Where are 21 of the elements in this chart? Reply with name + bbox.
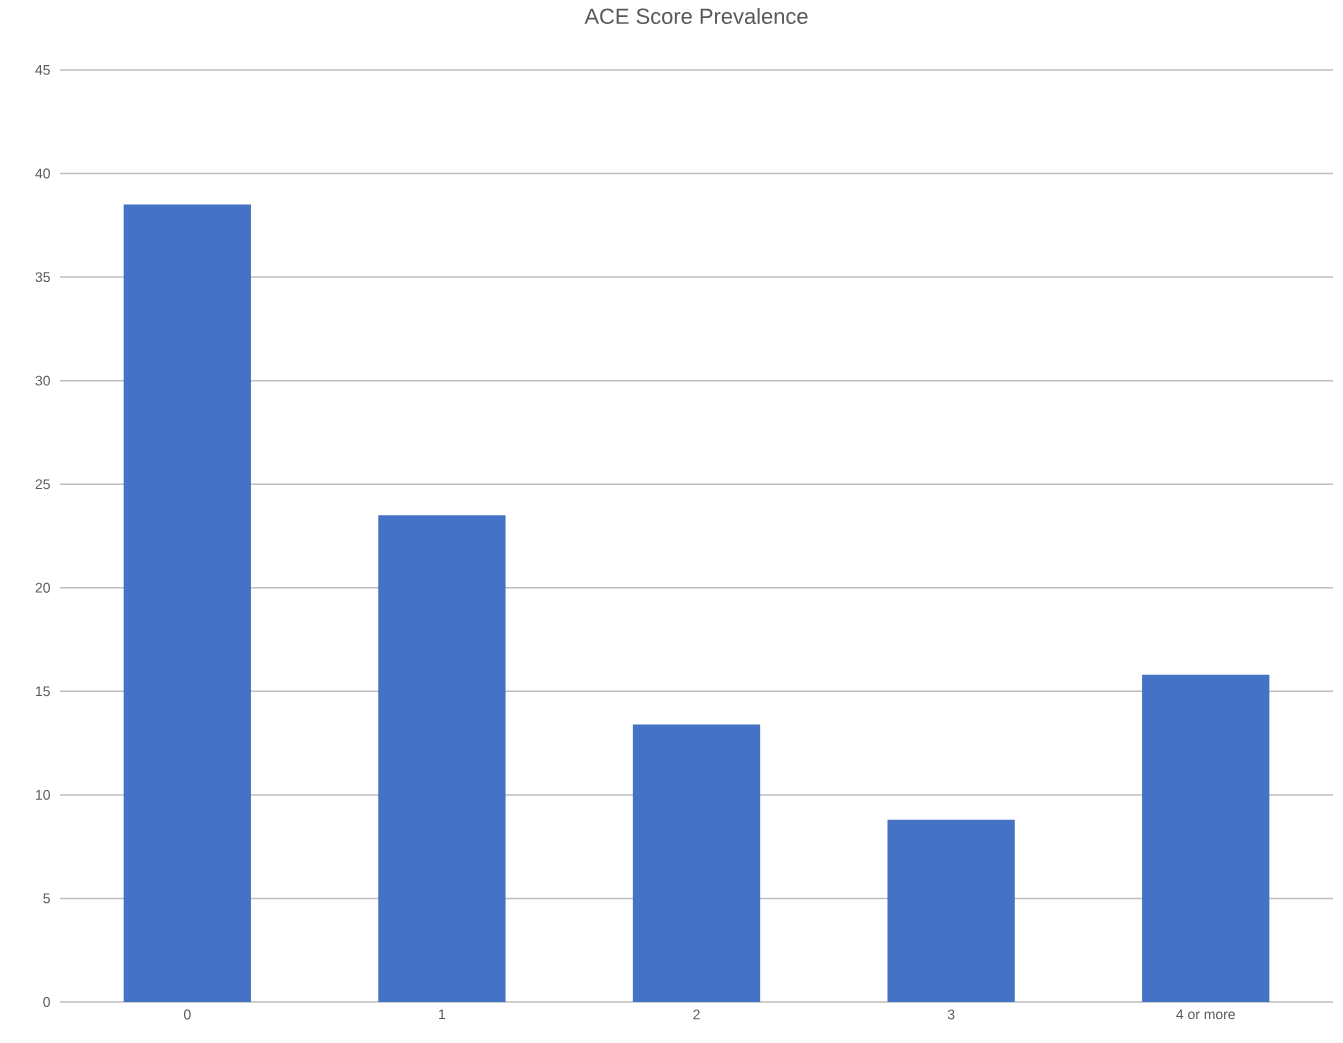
chart-title: ACE Score Prevalence	[584, 7, 808, 25]
y-tick-label: 30	[35, 375, 50, 386]
bar	[887, 819, 1015, 1002]
x-tick-label: 1	[439, 1009, 446, 1020]
y-tick-label: 10	[36, 789, 50, 800]
x-tick-label: 4 or more	[1176, 1009, 1235, 1020]
y-tick-label: 35	[35, 272, 50, 283]
y-tick-label: 25	[35, 479, 50, 490]
y-tick-label: 40	[35, 168, 50, 179]
x-tick-label: 3	[947, 1009, 955, 1020]
y-tick-label: 0	[43, 997, 50, 1007]
y-tick-label: 5	[43, 893, 50, 904]
y-tick-label: 20	[35, 582, 50, 593]
x-tick-label: 2	[693, 1009, 700, 1020]
x-tick-label: 0	[183, 1009, 191, 1020]
bar	[1142, 674, 1270, 1002]
bar	[632, 724, 761, 1002]
y-tick-label: 15	[36, 686, 50, 697]
bar	[123, 204, 251, 1002]
y-tick-label: 45	[35, 65, 50, 75]
bar	[378, 515, 506, 1002]
